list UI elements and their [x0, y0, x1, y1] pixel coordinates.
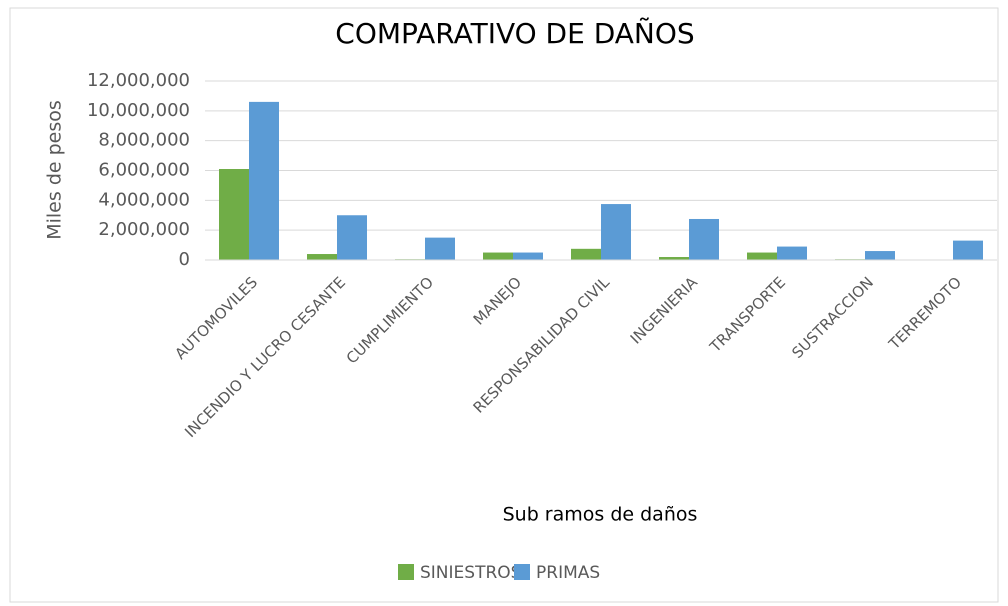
y-axis-title: Miles de pesos [44, 100, 66, 240]
x-axis-title: Sub ramos de daños [503, 504, 698, 526]
bar [953, 240, 983, 260]
y-tick-label: 4,000,000 [98, 189, 190, 210]
y-tick-label: 0 [179, 249, 190, 270]
y-tick-label: 6,000,000 [98, 160, 190, 181]
bar [249, 101, 279, 260]
bar [747, 252, 777, 260]
bar [425, 237, 455, 260]
legend-label: SINIESTROS [420, 563, 521, 583]
bar [513, 252, 543, 260]
bar [777, 246, 807, 260]
y-tick-label: 12,000,000 [87, 70, 190, 91]
y-tick-label: 2,000,000 [98, 219, 190, 240]
bar [689, 218, 719, 260]
bar [337, 215, 367, 260]
legend-swatch [398, 564, 414, 580]
bar [219, 169, 249, 260]
bar [571, 248, 601, 260]
bar [307, 254, 337, 260]
legend-label: PRIMAS [536, 563, 600, 583]
bar [659, 257, 689, 260]
chart-frame [9, 7, 999, 603]
bar [601, 204, 631, 260]
y-tick-label: 8,000,000 [98, 130, 190, 151]
y-tick-label: 10,000,000 [87, 100, 190, 121]
chart-title: COMPARATIVO DE DAÑOS [335, 17, 694, 50]
bar [865, 251, 895, 260]
legend-swatch [514, 564, 530, 580]
bar [483, 252, 513, 260]
